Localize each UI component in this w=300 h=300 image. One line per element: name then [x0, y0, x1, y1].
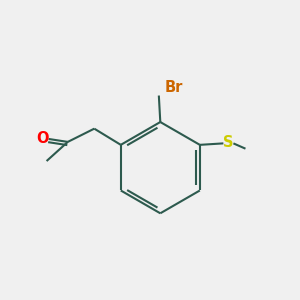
Text: O: O — [36, 131, 48, 146]
Text: S: S — [224, 135, 234, 150]
Text: Br: Br — [164, 80, 183, 95]
